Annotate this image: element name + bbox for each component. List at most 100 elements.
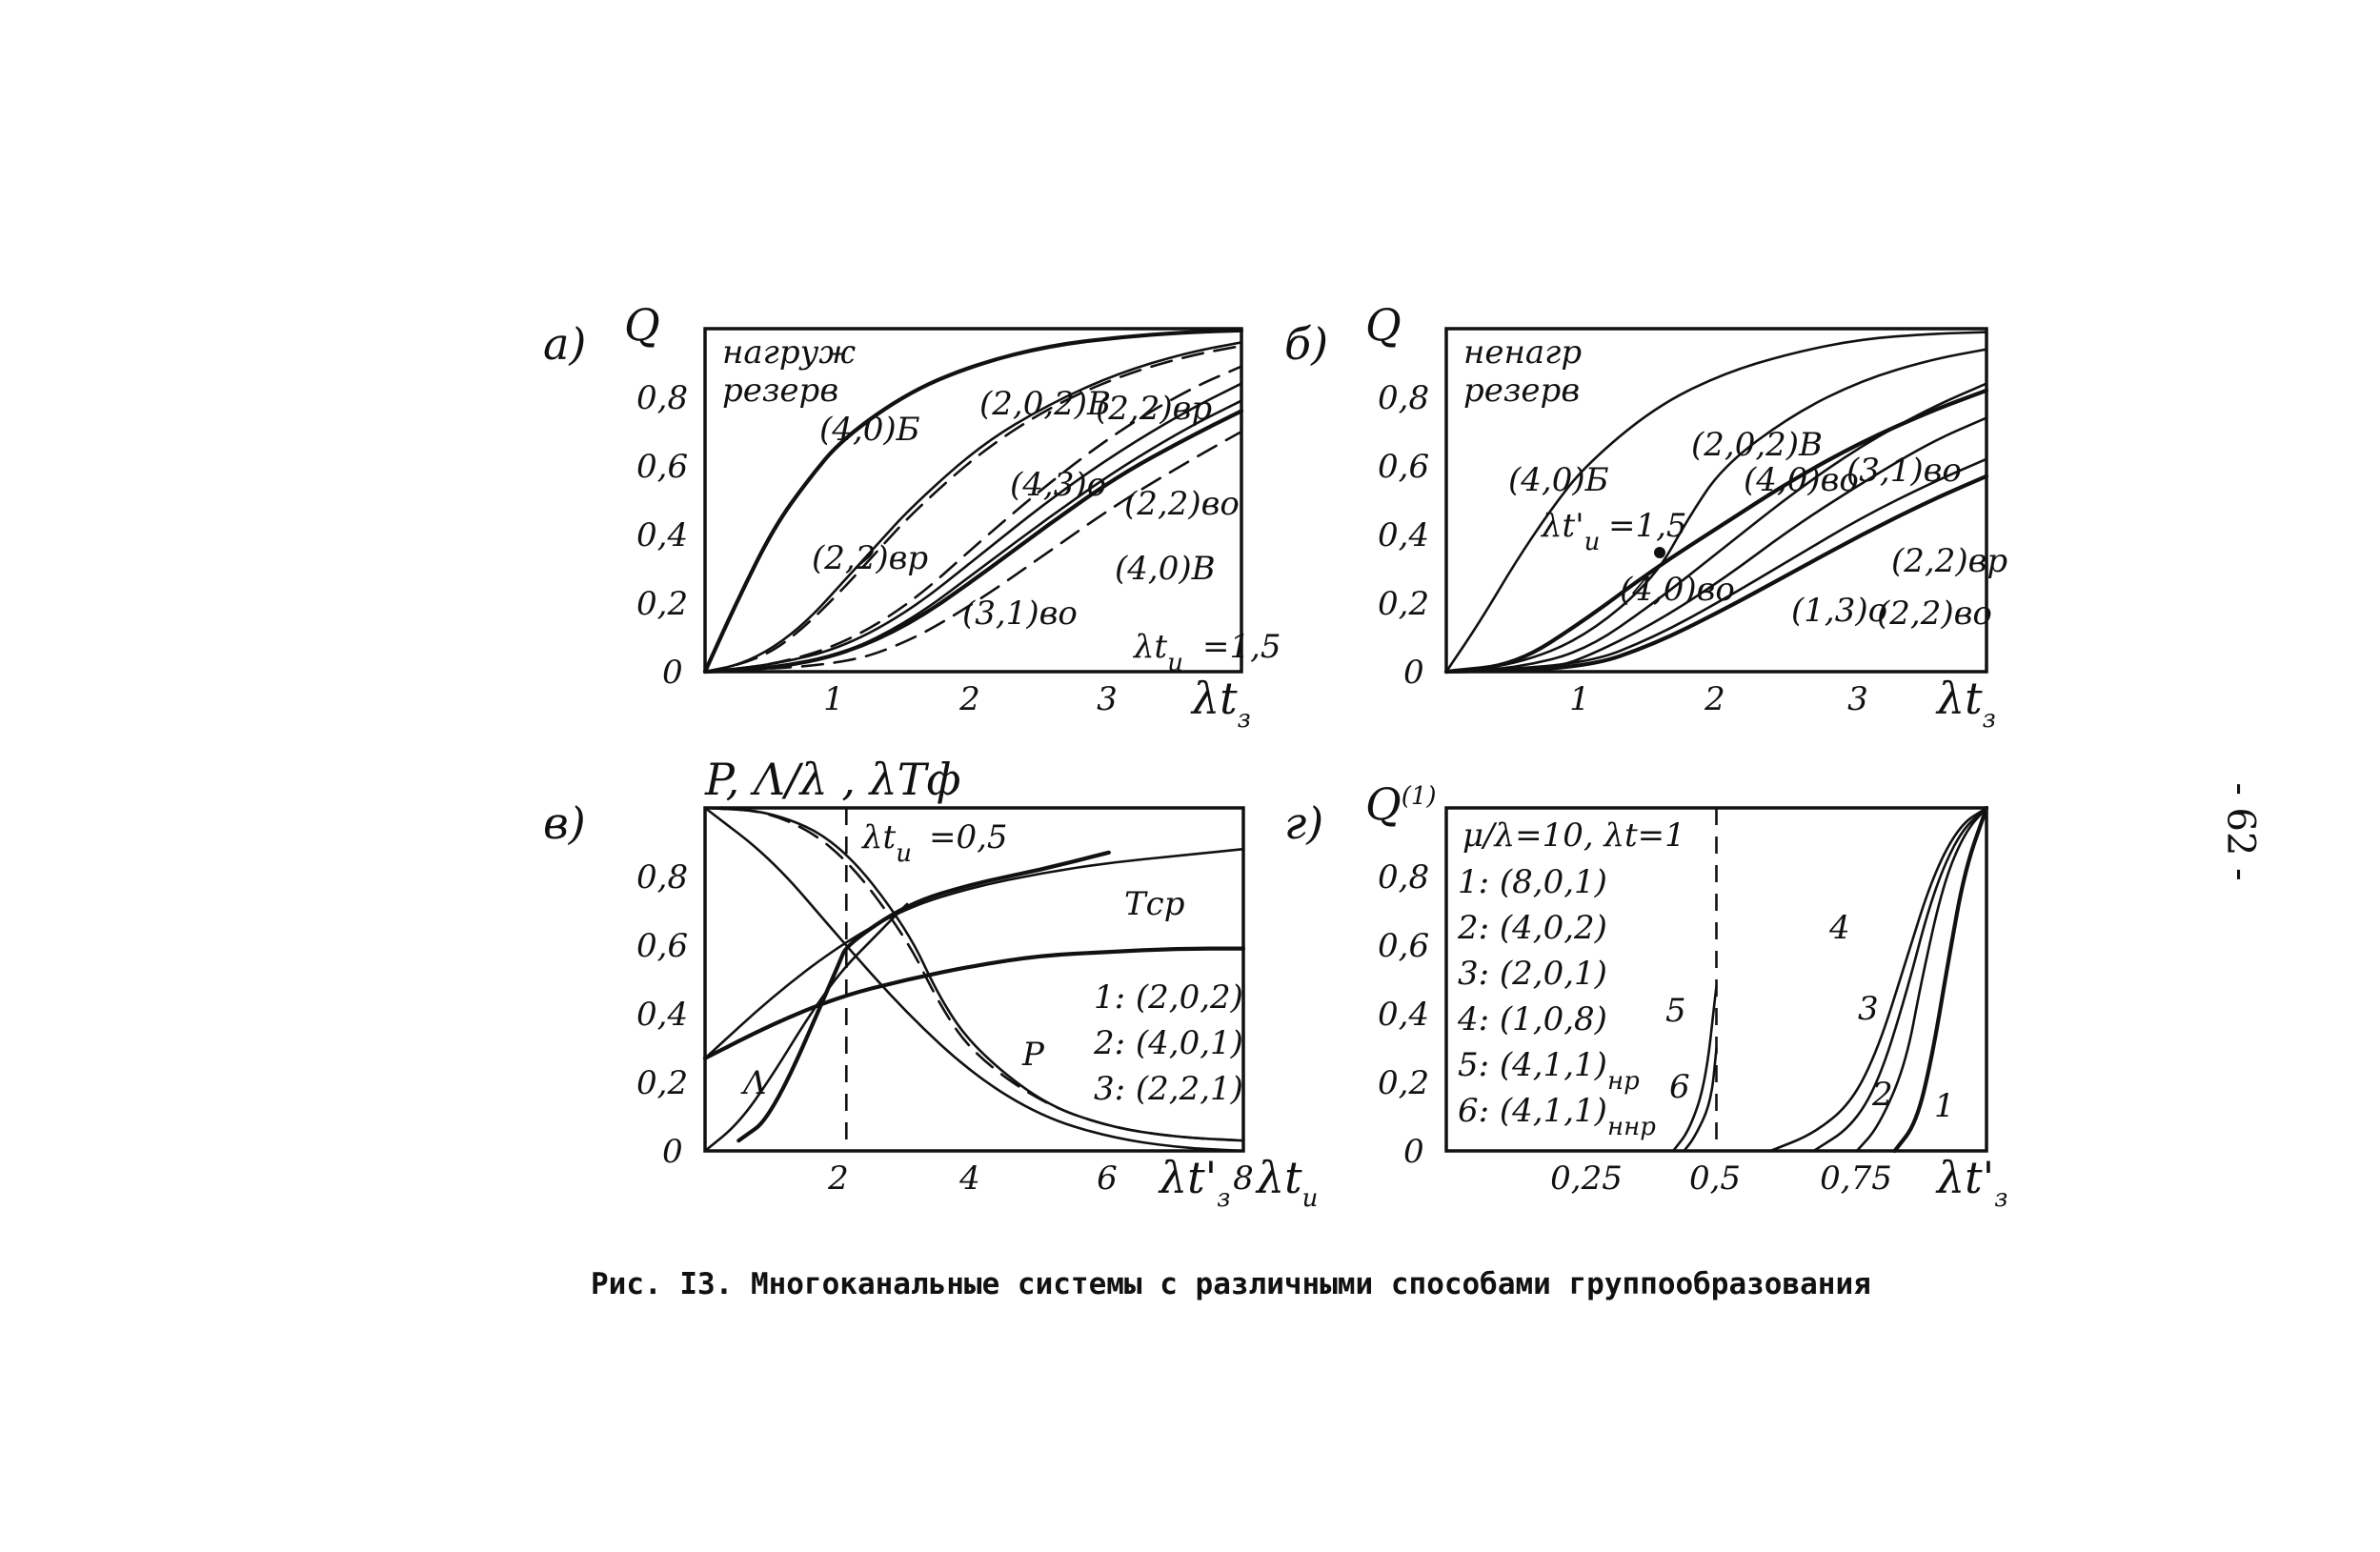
y-axis-label: Q [624,299,660,351]
x-tick-label: 1 [823,680,844,718]
y-tick-label: 0,4 [1378,516,1429,554]
parameter-value: =0,5 [929,818,1008,857]
series-line-v-3 [703,806,1245,1153]
x-axis-label: λt'з [1935,1152,2007,1213]
plot-frame [703,327,1243,674]
y-tick-label: 0,4 [636,996,688,1034]
y-tick-label: 0,4 [1378,996,1429,1034]
parameter-note: λtи [1132,628,1183,677]
parameter-value: =1,5 [1608,507,1687,545]
series-line-a-7 [703,430,1243,674]
y-tick-label: 0,6 [1378,448,1429,486]
parameter-value: =1,5 [1202,628,1281,666]
series-label: 4 [1828,909,1850,947]
y-tick-label: 0,8 [636,379,688,417]
series-line-v-5 [703,806,1245,1142]
x-axis-label: λtз [1190,673,1251,734]
corner-note-line: резерв [1463,372,1580,410]
y-tick-label: 0 [662,654,683,692]
series-line-g-1 [1855,806,1988,1153]
x-tick-label: 2 [958,680,980,718]
series-line-g-5 [1683,1046,1718,1153]
series-label: 5 [1665,992,1686,1030]
x-tick-label: 8 [1233,1159,1254,1198]
series-label: (2,2)во [1124,485,1240,523]
series-line-v-0 [702,946,1246,1060]
legend-entry: 1: (2,0,2) [1094,978,1243,1017]
series-label: 6 [1669,1068,1690,1106]
y-tick-label: 0,8 [636,858,688,897]
legend-entry: 5: (4,1,1)нр [1458,1046,1640,1096]
y-tick-label: 0,6 [1378,927,1429,965]
y-tick-label: 0 [1403,1133,1424,1171]
series-line-a-0 [702,328,1244,675]
series-line-g-4 [1671,984,1718,1153]
x-tick-label: 3 [1097,680,1118,718]
curve-label-tsr: Тср [1124,885,1184,923]
panel-label: в) [543,797,586,849]
panel-g: г) Q(1) 0 0,2 0,4 0,6 0,8 0,25 0,5 0,75 λt'з μ/λ=10… [1284,778,2007,1213]
legend-entry: 2: (4,0,2) [1457,909,1607,947]
series-label: (2,2)вр [1096,390,1212,428]
y-tick-label: 0,8 [1378,858,1429,897]
series-line-v-2 [703,847,1245,1060]
parameter-note: μ/λ=10, λt=1 [1462,816,1685,855]
x-axis-label: λtз [1935,673,1996,734]
y-tick-label: 0,2 [636,1064,688,1102]
parameter-note: λt'и [1540,507,1600,556]
y-tick-label: 0 [1403,654,1424,692]
plot-frame [1444,327,1988,674]
y-tick-label: 0,6 [636,448,688,486]
panel-label: б) [1284,318,1328,370]
x-tick-label: 1 [1569,680,1590,718]
series-line-a-2 [703,341,1243,674]
series-line-b-3 [1444,382,1988,674]
y-axis-label: Q(1) [1365,778,1437,830]
series-label: (3,1)во [962,595,1078,633]
series-label: 1 [1934,1087,1955,1125]
series-line-v-1 [736,850,1111,1143]
curve-label-p: P [1021,1036,1045,1074]
panel-v: в) P, Λ/λ , λTф 0 0,2 0,4 0,6 0,8 2 4 6 8λt'з λtи λt… [543,754,1318,1213]
x-axis-label: λt'з [1158,1152,1230,1213]
y-tick-label: 0,6 [636,927,688,965]
legend-entry: 2: (4,0,1) [1093,1024,1243,1062]
x-tick-label: 6 [1097,1159,1118,1198]
x-axis-label-secondary: λtи [1255,1152,1318,1213]
x-tick-label: 0,25 [1550,1159,1623,1198]
series-line-a-4 [703,382,1243,674]
series-line-b-5 [1444,457,1988,674]
series-label: (4,0)Б [1508,461,1609,499]
series-label: (2,2)во [1877,595,1992,633]
series-line-v-6 [703,902,909,1153]
x-tick-label: 4 [958,1159,980,1198]
marker-point [1654,547,1665,558]
series-line-g-2 [1812,806,1988,1153]
series-line-a-6 [702,409,1244,675]
figure-caption: Рис. I3. Многоканальные системы с различ… [591,1267,1871,1301]
y-tick-label: 0,2 [636,585,688,623]
series-label: (4,0)Б [819,411,920,449]
curve-label-lambda: Λ [740,1064,767,1102]
series-label: (2,0,2)В [1691,426,1823,464]
series-label: (2,2)вр [1891,542,2007,580]
panel-label: г) [1284,797,1323,849]
corner-note-line: ненагр [1463,333,1582,372]
series-label: 3 [1858,990,1879,1028]
series-line-g-3 [1768,806,1988,1153]
series-label: (2,0,2)В [979,385,1111,423]
y-tick-label: 0 [662,1133,683,1171]
panel-label: а) [543,318,586,370]
legend-entry: 3: (2,0,1) [1458,955,1607,993]
corner-note-line: нагруж [722,333,856,372]
series-line-b-1 [1444,348,1988,674]
x-tick-label: 2 [827,1159,849,1198]
series-line-b-6 [1443,474,1989,675]
page-number: - 62 - [2191,772,2263,886]
series-label: (3,1)во [1846,452,1962,490]
series-label: (1,3)о [1791,592,1887,630]
y-axis-label: P, Λ/λ , λTф [704,754,960,805]
legend-entry: 6: (4,1,1)ннр [1458,1092,1656,1141]
